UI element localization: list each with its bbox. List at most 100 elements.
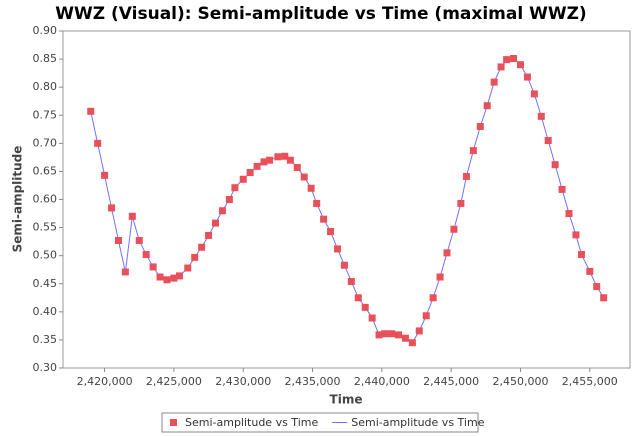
marker (490, 78, 498, 86)
marker (101, 171, 109, 179)
marker (401, 334, 409, 342)
marker (121, 268, 129, 276)
marker (94, 139, 102, 147)
x-tick-label: 2,435,000 (285, 375, 341, 388)
marker (443, 249, 451, 257)
y-axis-title: Semi-amplitude (11, 146, 25, 253)
marker (600, 294, 608, 302)
plot-area (62, 30, 631, 369)
marker (415, 327, 423, 335)
marker (163, 276, 171, 284)
marker (246, 169, 254, 177)
marker (586, 267, 594, 275)
marker (149, 263, 157, 271)
x-tick-label: 2,425,000 (146, 375, 202, 388)
marker (108, 204, 116, 212)
marker (135, 237, 143, 245)
marker (211, 219, 219, 227)
x-axis-title: Time (330, 393, 363, 407)
y-tick-label: 0.60 (33, 193, 58, 206)
marker (462, 172, 470, 180)
y-tick-label: 0.65 (33, 164, 58, 177)
marker (544, 137, 552, 145)
marker (286, 156, 294, 164)
y-tick-label: 0.30 (33, 361, 58, 374)
marker (523, 73, 531, 81)
marker (422, 312, 430, 320)
marker (558, 185, 566, 193)
legend (161, 412, 479, 433)
x-tick-label: 2,450,000 (492, 375, 548, 388)
marker (572, 231, 580, 239)
marker (361, 303, 369, 311)
marker (142, 251, 150, 259)
marker (429, 294, 437, 302)
marker (191, 253, 199, 261)
marker (388, 330, 396, 338)
marker (184, 264, 192, 272)
legend-label: Semi-amplitude vs Time (185, 416, 318, 429)
x-tick-label: 2,440,000 (354, 375, 410, 388)
marker (205, 231, 213, 239)
marker (354, 294, 362, 302)
marker (175, 272, 183, 280)
legend-label: Semi-amplitude vs Time (351, 416, 484, 429)
marker (510, 55, 518, 63)
marker (450, 225, 458, 233)
chart-title: WWZ (Visual): Semi-amplitude vs Time (ma… (55, 4, 586, 24)
y-tick-label: 0.55 (33, 221, 58, 234)
marker (516, 61, 524, 69)
y-tick-label: 0.40 (33, 305, 58, 318)
marker (530, 90, 538, 98)
marker (483, 102, 491, 110)
marker (551, 161, 559, 169)
marker (476, 122, 484, 130)
marker (239, 175, 247, 183)
marker (368, 314, 376, 322)
marker (333, 245, 341, 253)
marker (394, 331, 402, 339)
marker (218, 207, 226, 215)
marker (281, 152, 289, 160)
marker (300, 173, 308, 181)
y-tick-label: 0.75 (33, 108, 58, 121)
x-tick-label: 2,430,000 (215, 375, 271, 388)
marker (274, 153, 282, 161)
marker (565, 210, 573, 218)
marker (156, 273, 164, 281)
y-tick-label: 0.85 (33, 52, 58, 65)
marker (375, 331, 383, 339)
marker (170, 274, 178, 282)
marker (231, 184, 239, 192)
marker (340, 261, 348, 269)
marker (307, 184, 315, 192)
y-tick-label: 0.70 (33, 136, 58, 149)
marker (253, 162, 261, 170)
marker (497, 63, 505, 71)
marker (469, 147, 477, 155)
x-tick-label: 2,420,000 (77, 375, 133, 388)
marker (327, 228, 335, 236)
marker (293, 163, 301, 171)
marker (347, 278, 355, 286)
marker (320, 215, 328, 223)
marker (87, 107, 95, 115)
marker (436, 273, 444, 281)
marker (593, 283, 601, 291)
marker (225, 196, 233, 203)
marker (503, 56, 511, 64)
marker (381, 330, 389, 338)
marker (260, 158, 268, 166)
marker (313, 199, 321, 207)
y-tick-label: 0.80 (33, 80, 58, 93)
marker (457, 199, 465, 207)
marker (408, 339, 416, 347)
marker (537, 112, 545, 120)
marker (198, 243, 206, 251)
marker (577, 251, 585, 259)
y-tick-label: 0.50 (33, 249, 58, 262)
y-tick-label: 0.35 (33, 333, 58, 346)
x-tick-label: 2,445,000 (423, 375, 479, 388)
legend-swatch (170, 419, 177, 426)
